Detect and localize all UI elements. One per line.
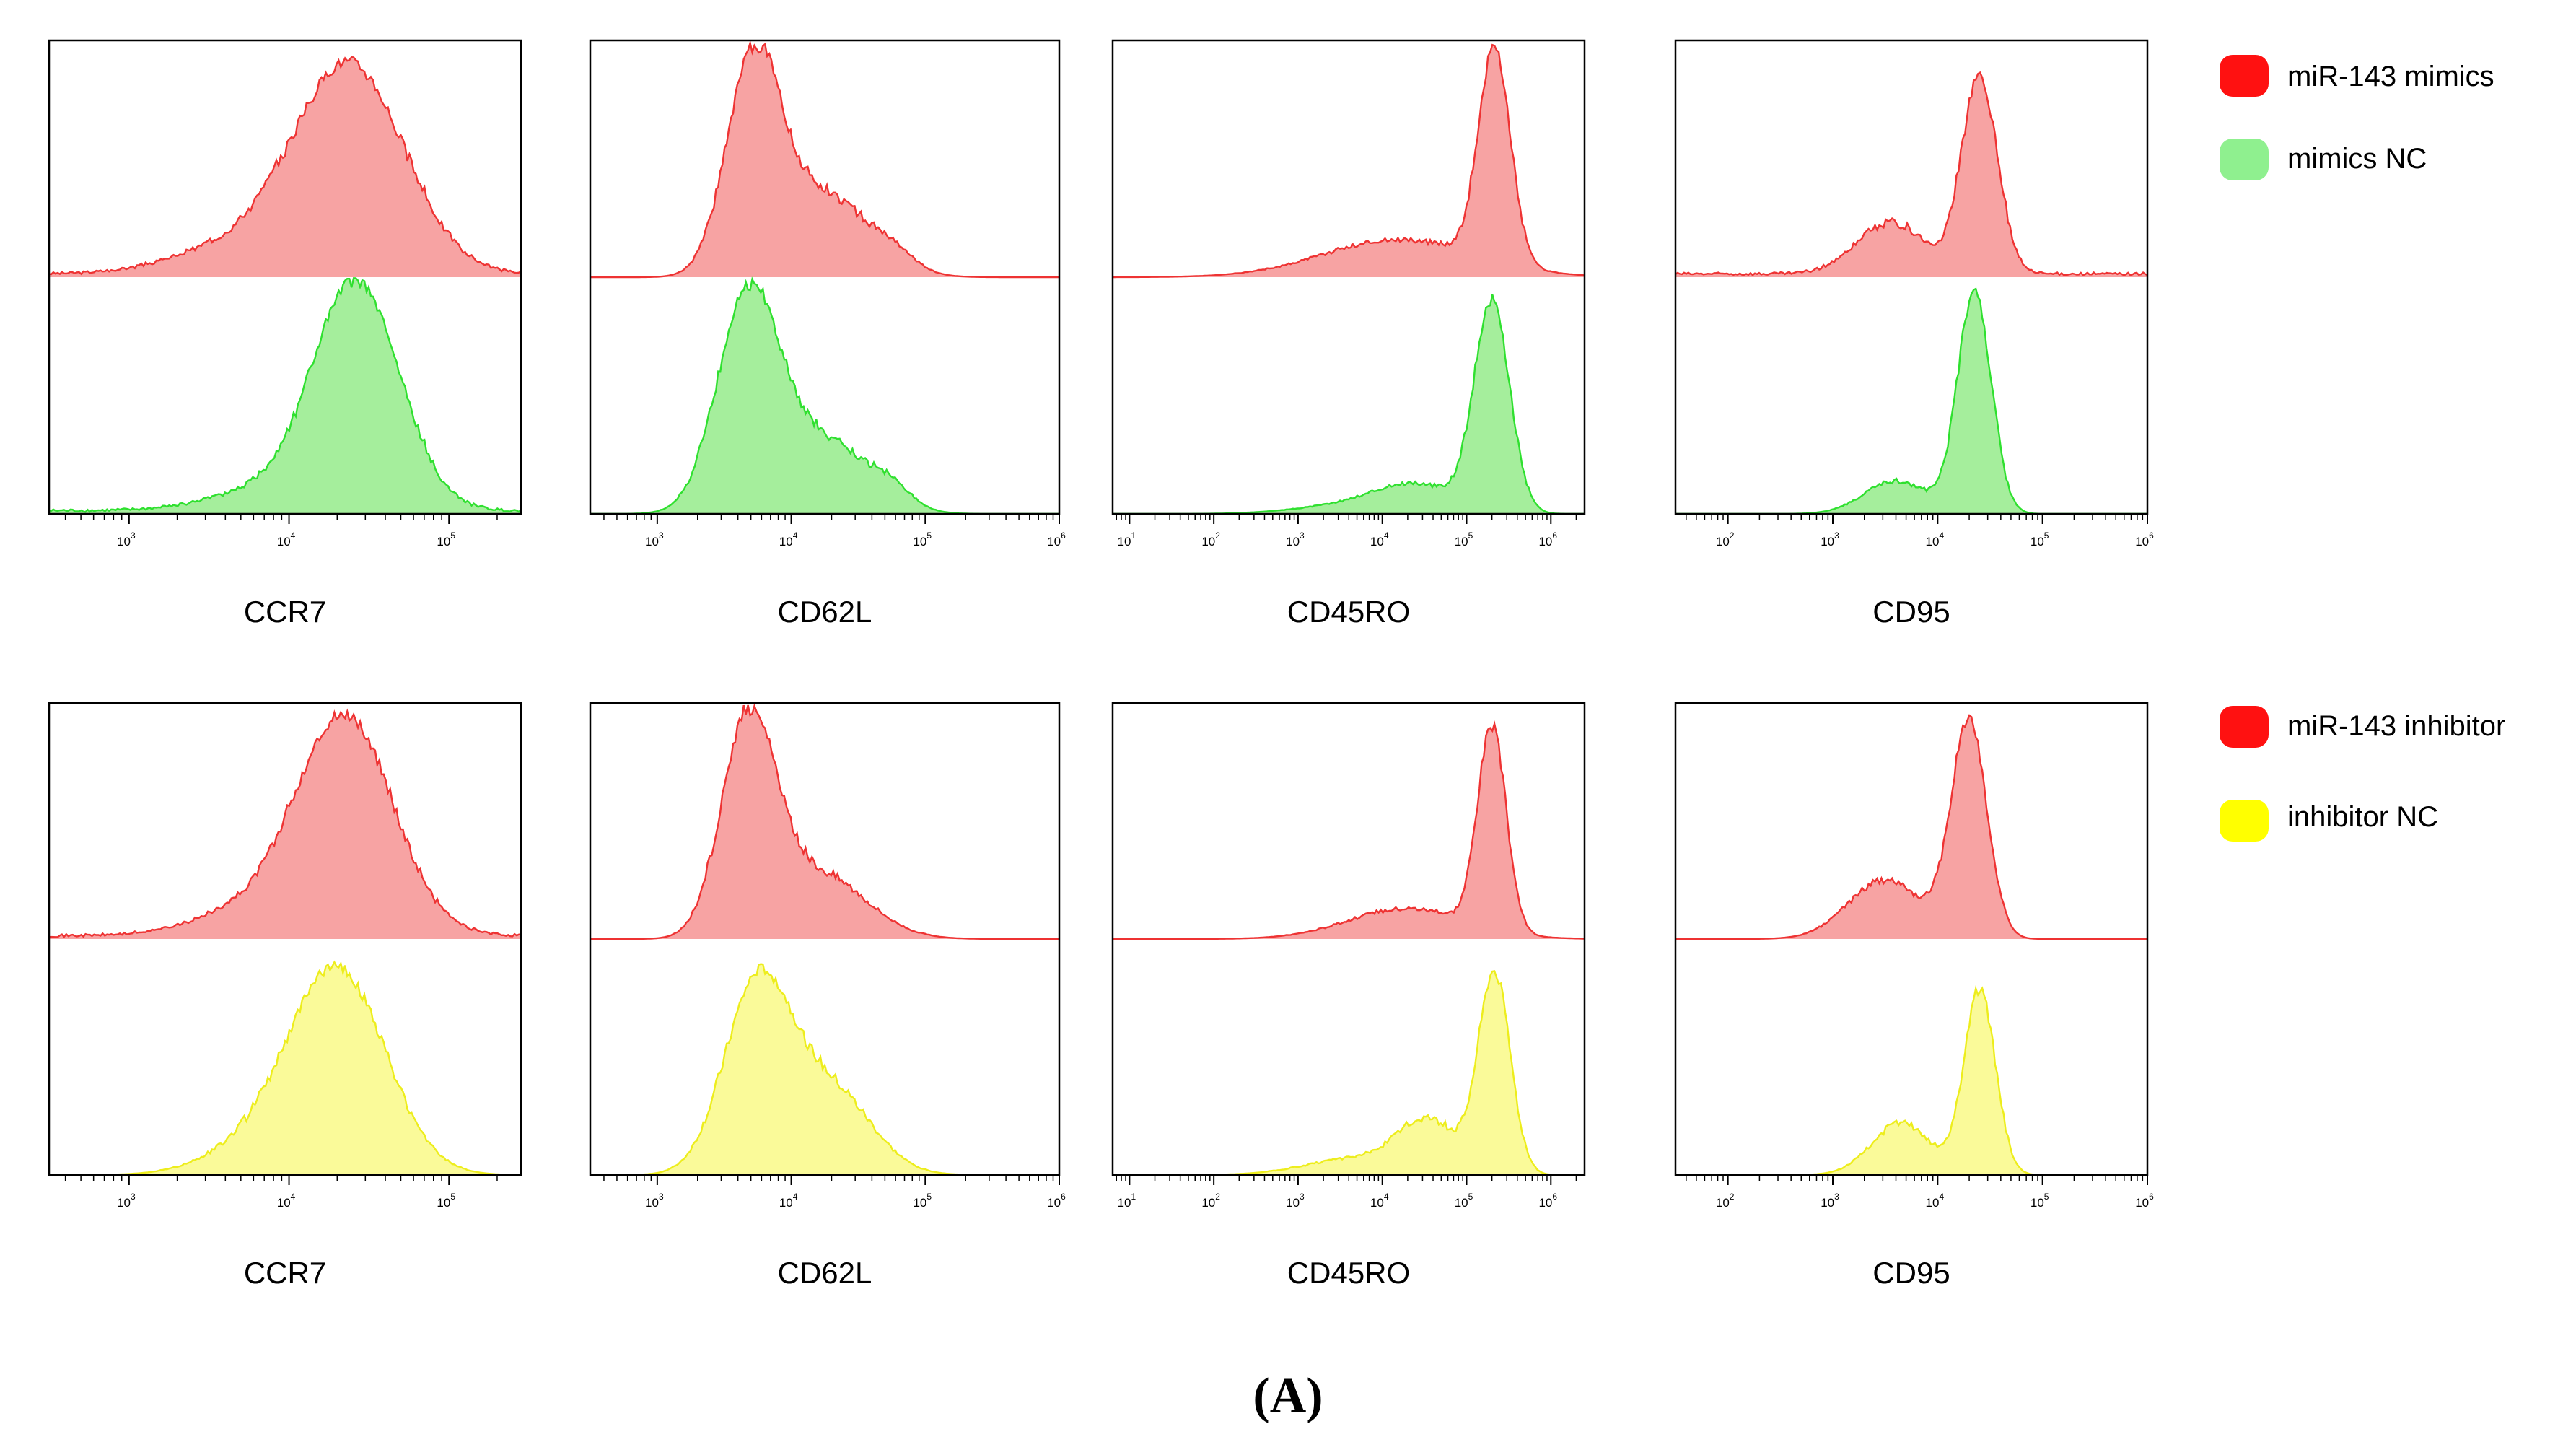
axis-label-cd95: CD95 (1872, 1256, 1950, 1290)
histogram-area-green (590, 279, 1059, 514)
histogram-line-red (1113, 720, 1585, 940)
tick-label: 104 (1926, 530, 1945, 549)
histogram-panel-cd62l-row1: 103 104 105 106 CD62L (589, 39, 1066, 629)
legend-label-mimics-nc: mimics NC (2287, 143, 2427, 175)
histogram-line-red (1675, 714, 2147, 940)
tick-label: 104 (779, 1192, 798, 1210)
tick-label: 102 (1201, 530, 1220, 549)
histogram-line-red (590, 39, 1059, 279)
legend-label-inhibitor-nc: inhibitor NC (2287, 801, 2438, 833)
axis-label-cd45ro: CD45RO (1287, 595, 1410, 629)
histogram-line-green (1675, 287, 2147, 515)
axis-label-ccr7: CCR7 (244, 1256, 326, 1290)
histogram-area-green (1113, 294, 1585, 514)
tick-label: 102 (1716, 530, 1735, 549)
tick-label: 103 (645, 530, 664, 549)
tick-label: 103 (645, 1192, 664, 1210)
tick-label: 105 (437, 530, 455, 549)
histogram-panel-cd95-row2: 102 103 104 105 106 CD95 (1674, 702, 2154, 1290)
histogram-area-red (1675, 72, 2147, 277)
histogram-panel-ccr7-row2: 103 104 105 CCR7 (48, 702, 522, 1290)
histogram-area-red (1675, 715, 2147, 939)
tick-label: 103 (117, 530, 136, 549)
tick-label: 103 (1286, 530, 1305, 549)
histogram-area-red (49, 57, 521, 277)
histogram-area-yellow (49, 962, 521, 1175)
axis-label-cd62l: CD62L (778, 1256, 872, 1290)
tick-label: 104 (277, 530, 296, 549)
plot-frame (48, 702, 522, 1176)
tick-label: 105 (1455, 1192, 1473, 1210)
histogram-area-red (49, 711, 521, 939)
plot-frame (1674, 702, 2149, 1176)
legend-swatch-mimics-nc (2220, 139, 2269, 180)
plot-frame (48, 39, 522, 515)
tick-label: 104 (1370, 530, 1389, 549)
axis-label-cd62l: CD62L (778, 595, 872, 629)
histogram-panel-ccr7-row1: 103 104 105 CCR7 (48, 39, 522, 629)
histogram-panel-cd62l-row2: 103 104 105 106 CD62L (589, 702, 1066, 1290)
histogram-line-green (48, 277, 522, 513)
tick-label: 105 (437, 1192, 455, 1210)
tick-label: 105 (1455, 530, 1473, 549)
histogram-area-yellow (1675, 988, 2147, 1175)
axis-label-cd95: CD95 (1872, 595, 1950, 629)
tick-label: 103 (1821, 1192, 1839, 1210)
histogram-panel-cd45ro-row1: 101 102 103 104 105 106 CD45RO (1111, 39, 1586, 629)
histogram-line-red (590, 703, 1059, 940)
histogram-area-yellow (1113, 971, 1585, 1175)
tick-label: 106 (1538, 530, 1557, 549)
tick-label: 106 (1047, 530, 1066, 549)
tick-label: 104 (1370, 1192, 1389, 1210)
histogram-area-red (1113, 723, 1585, 939)
axis-label-cd45ro: CD45RO (1287, 1256, 1410, 1290)
tick-label: 103 (1821, 530, 1839, 549)
plot-frame (1674, 39, 2149, 515)
tick-label: 105 (2030, 1192, 2049, 1210)
histogram-area-green (1675, 289, 2147, 514)
legend-swatch-mir143-inhibitor (2220, 706, 2269, 748)
tick-label: 101 (1118, 530, 1136, 549)
tick-label: 106 (1538, 1192, 1557, 1210)
plot-frame (589, 39, 1061, 515)
axis-label-ccr7: CCR7 (244, 595, 326, 629)
histogram-area-red (1113, 45, 1585, 277)
histogram-line-red (48, 56, 522, 276)
histogram-area-red (590, 705, 1059, 939)
histogram-area-red (590, 43, 1059, 277)
tick-label: 105 (913, 1192, 932, 1210)
tick-label: 103 (117, 1192, 136, 1210)
histogram-area-green (49, 278, 521, 514)
tick-label: 104 (779, 530, 798, 549)
histogram-line-yellow (49, 960, 521, 1176)
legend-swatch-inhibitor-nc (2220, 800, 2269, 842)
histogram-line-red (1113, 43, 1585, 279)
tick-label: 104 (1926, 1192, 1945, 1210)
tick-label: 106 (2135, 530, 2154, 549)
tick-label: 101 (1118, 1192, 1136, 1210)
tick-label: 106 (1047, 1192, 1066, 1210)
tick-label: 105 (2030, 530, 2049, 549)
histogram-line-red (48, 708, 522, 938)
legend-label-mir143-mimics: miR-143 mimics (2287, 61, 2494, 92)
tick-label: 102 (1716, 1192, 1735, 1210)
plot-frame (589, 702, 1061, 1176)
histogram-line-red (1675, 71, 2148, 276)
tick-label: 102 (1201, 1192, 1220, 1210)
histogram-panel-cd95-row1: 102 103 104 105 106 CD95 (1674, 39, 2154, 629)
tick-label: 105 (913, 530, 932, 549)
legend-label-mir143-inhibitor: miR-143 inhibitor (2287, 710, 2506, 742)
tick-label: 106 (2135, 1192, 2154, 1210)
legend-swatch-mir143-mimics (2220, 55, 2269, 97)
panel-label: (A) (1253, 1368, 1323, 1424)
histogram-panel-cd45ro-row2: 101 102 103 104 105 106 CD45RO (1111, 702, 1586, 1290)
tick-label: 103 (1286, 1192, 1305, 1210)
histogram-area-yellow (590, 964, 1059, 1175)
tick-label: 104 (277, 1192, 296, 1210)
